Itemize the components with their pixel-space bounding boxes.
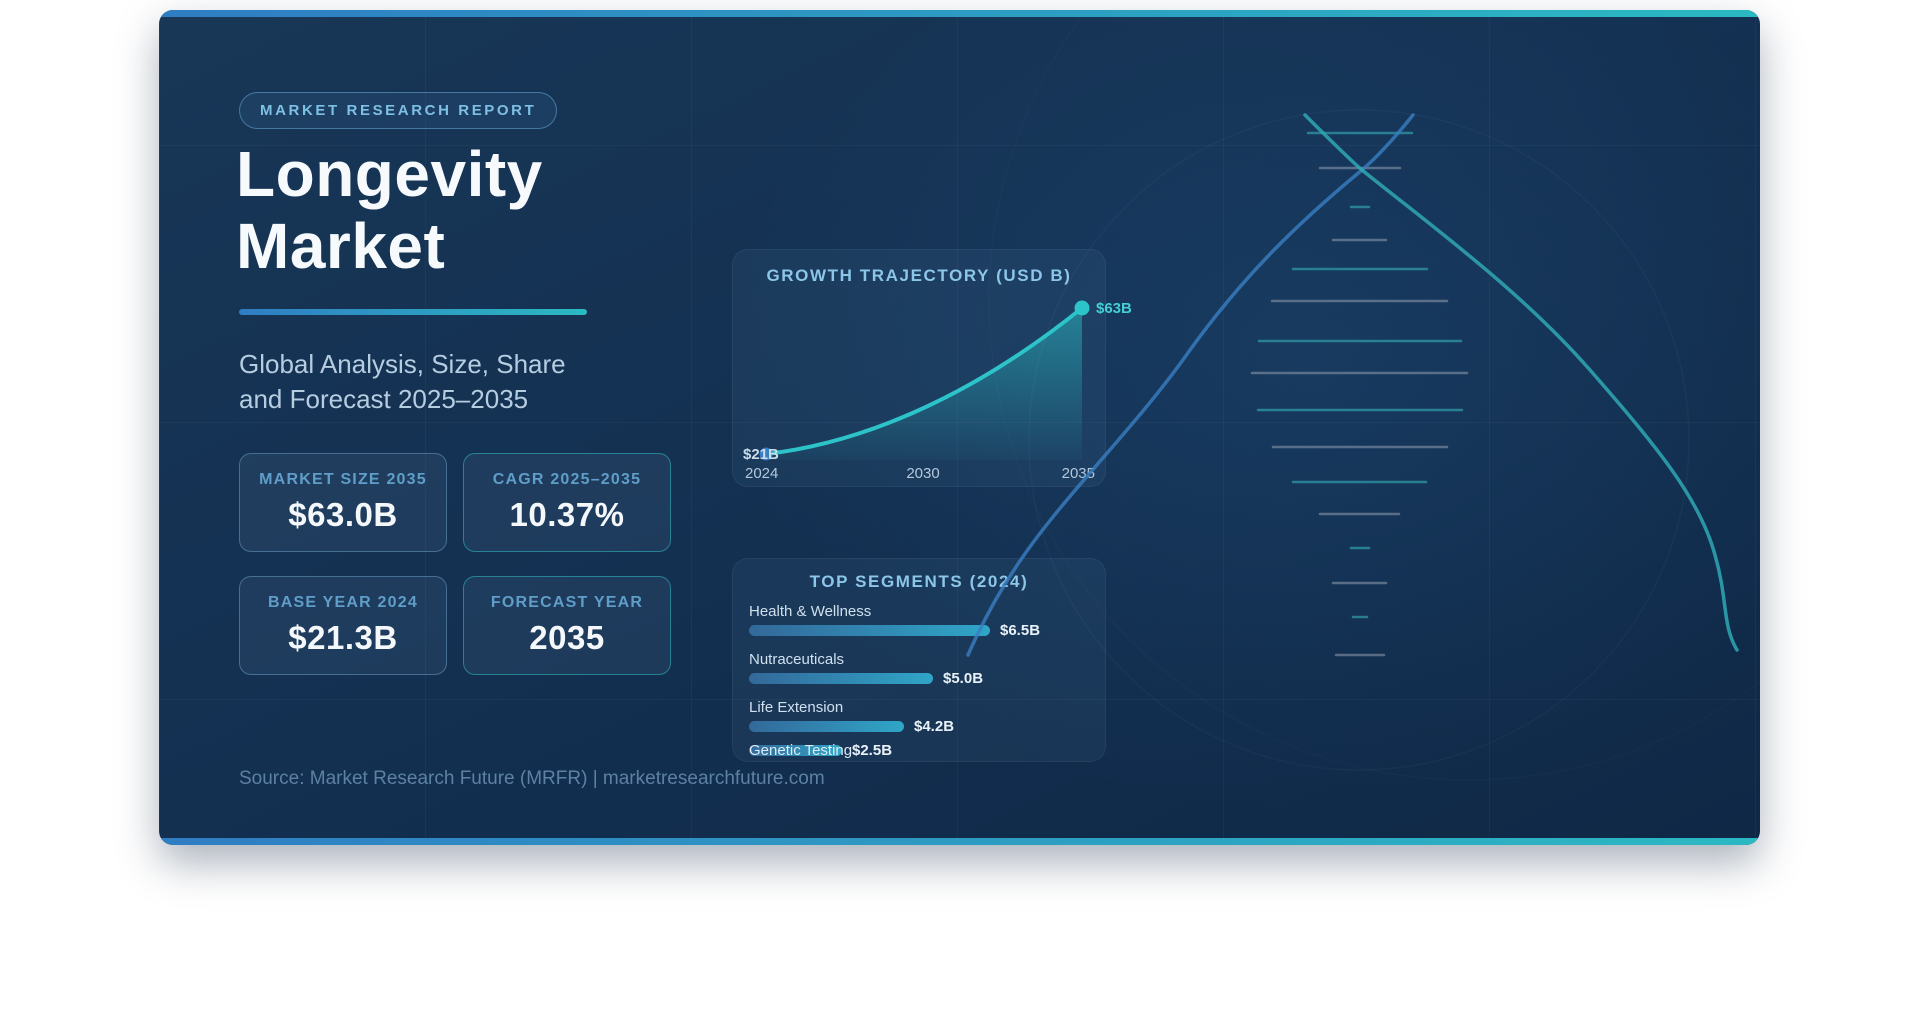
growth-trajectory-panel: GROWTH TRAJECTORY (USD B) $21B $63B 2024… bbox=[732, 249, 1132, 487]
page-title: Longevity Market bbox=[236, 138, 543, 282]
growth-area-fill bbox=[766, 308, 1082, 460]
stat-card-market-size: MARKET SIZE 2035 $63.0B bbox=[239, 453, 447, 552]
subtitle-line-2: and Forecast 2025–2035 bbox=[239, 384, 529, 414]
start-point-marker bbox=[759, 447, 773, 461]
title-line-2: Market bbox=[236, 210, 446, 282]
segment-label: Nutraceuticals bbox=[749, 651, 845, 668]
stat-value: $21.3B bbox=[288, 619, 398, 656]
stat-label: MARKET SIZE 2035 bbox=[259, 471, 427, 488]
segment-value: $6.5B bbox=[1000, 622, 1041, 639]
dna-rungs bbox=[1250, 131, 1469, 657]
segment-value: $5.0B bbox=[943, 670, 984, 687]
segment-label: Life Extension bbox=[749, 699, 844, 716]
stat-value: 2035 bbox=[529, 619, 605, 656]
title-underline bbox=[239, 309, 587, 315]
stat-card-base-year: BASE YEAR 2024 $21.3B bbox=[239, 576, 447, 675]
segment-label: Health & Wellness bbox=[749, 603, 872, 620]
x-tick-2024: 2024 bbox=[745, 465, 778, 482]
subtitle-line-1: Global Analysis, Size, Share bbox=[239, 349, 566, 379]
growth-area-chart: $21B $63B 2024 2030 2035 bbox=[743, 300, 1132, 482]
segments-chart-title: TOP SEGMENTS (2024) bbox=[809, 572, 1029, 591]
segment-value: $4.2B bbox=[914, 718, 955, 735]
stat-label: BASE YEAR 2024 bbox=[268, 594, 418, 611]
segment-value: $2.5B bbox=[852, 742, 893, 759]
end-point-marker bbox=[1074, 300, 1090, 316]
stat-label: CAGR 2025–2035 bbox=[492, 471, 642, 488]
top-accent-bar bbox=[159, 10, 1760, 17]
stat-card-forecast-year: FORECAST YEAR 2035 bbox=[463, 576, 671, 675]
x-tick-2030: 2030 bbox=[906, 465, 939, 482]
segment-bar bbox=[749, 721, 904, 732]
key-stats-grid: MARKET SIZE 2035 $63.0B CAGR 2025–2035 1… bbox=[239, 453, 671, 675]
x-tick-2035: 2035 bbox=[1062, 465, 1095, 482]
segment-bar bbox=[749, 625, 990, 636]
title-line-1: Longevity bbox=[236, 138, 543, 210]
report-type-badge: MARKET RESEARCH REPORT bbox=[239, 92, 558, 129]
stat-value: 10.37% bbox=[509, 496, 625, 533]
stat-label: FORECAST YEAR bbox=[490, 594, 644, 611]
report-card: MARKET RESEARCH REPORT Longevity Market … bbox=[159, 10, 1760, 845]
stat-value: $63.0B bbox=[288, 496, 398, 533]
segment-label: Genetic Testing bbox=[749, 742, 853, 759]
start-value-label: $21B bbox=[743, 446, 779, 463]
segment-bar bbox=[749, 673, 933, 684]
top-segments-panel: TOP SEGMENTS (2024) Health & Wellness $6… bbox=[732, 558, 1106, 762]
report-subtitle: Global Analysis, Size, Share and Forecas… bbox=[239, 347, 566, 417]
dna-strand-teal bbox=[1303, 113, 1739, 652]
source-attribution: Source: Market Research Future (MRFR) | … bbox=[239, 768, 825, 789]
bottom-accent-bar bbox=[159, 838, 1760, 845]
end-value-label: $63B bbox=[1096, 300, 1132, 317]
segment-bar bbox=[749, 745, 842, 756]
stat-card-cagr: CAGR 2025–2035 10.37% bbox=[463, 453, 671, 552]
decorative-circle bbox=[1029, 110, 1689, 770]
